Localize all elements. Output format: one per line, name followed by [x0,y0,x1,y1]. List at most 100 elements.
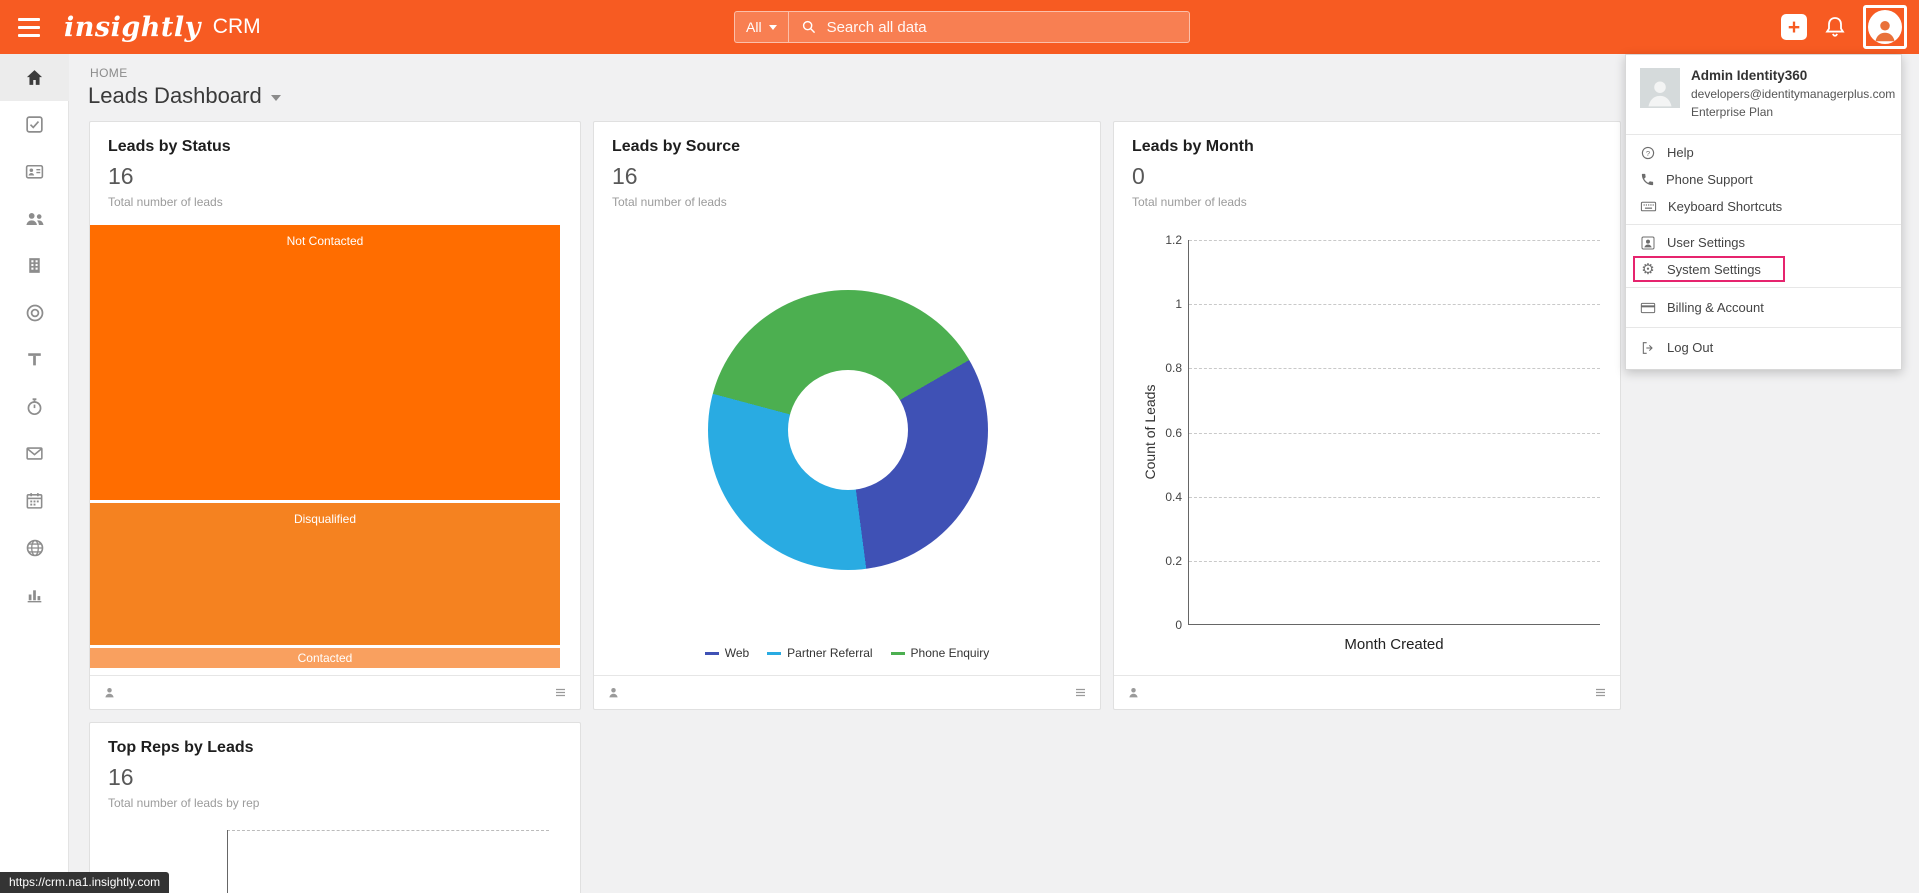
home-icon [26,70,43,85]
segment-label: Disqualified [293,512,357,526]
card-title: Leads by Source [612,138,741,155]
insightly-logo: insightly [64,11,201,43]
status-treemap-chart: Not Contacted Disqualified Contacted [90,225,560,668]
sidebar-item-leads[interactable] [0,195,69,242]
sidebar-item-emails[interactable] [0,430,69,477]
sidebar-item-reports[interactable] [0,571,69,618]
card-header: Top Reps by Leads 16 Total number of lea… [90,723,580,810]
user-settings-icon [1641,236,1655,249]
gridline [1189,433,1600,434]
card-header: Leads by Month 0 Total number of leads [1114,122,1620,209]
phone-icon [1641,173,1654,186]
treemap-segment-contacted[interactable]: Contacted [90,648,560,668]
profile-placeholder-avatar [1640,68,1680,108]
card-leads-by-month: Leads by Month 0 Total number of leads C… [1113,121,1621,710]
lead-count: 16 [108,764,134,790]
y-tick-label: 0.8 [1165,361,1182,375]
sidebar-item-milestones[interactable] [0,383,69,430]
breadcrumb: HOME [90,66,128,80]
menu-item-phone-support[interactable]: Phone Support [1626,166,1901,193]
gridline [1189,368,1600,369]
logout-icon [1642,341,1653,354]
projects-icon [28,353,41,366]
sidebar-item-projects[interactable] [0,336,69,383]
search-placeholder: Search all data [826,18,927,36]
globe-icon [26,539,43,556]
legend-label: Phone Enquiry [910,646,990,660]
owner-filter-icon[interactable] [1126,685,1141,700]
menu-item-system-settings[interactable]: ⚙ System Settings [1626,256,1901,283]
list-view-icon[interactable] [553,685,568,700]
profile-email: developers@identitymanagerplus.com [1691,87,1896,101]
menu-item-help[interactable]: ? Help [1626,139,1901,166]
legend-item-partner-referral[interactable]: Partner Referral [767,646,873,660]
legend-item-web[interactable]: Web [704,646,750,660]
email-icon [26,447,43,460]
menu-item-billing-account[interactable]: Billing & Account [1626,292,1901,323]
notifications-bell-icon[interactable] [1823,15,1847,39]
menu-item-user-settings[interactable]: User Settings [1626,229,1901,256]
sidebar-item-calendar[interactable] [0,477,69,524]
source-donut-chart[interactable] [708,290,988,570]
legend-item-phone-enquiry[interactable]: Phone Enquiry [890,646,990,660]
lead-count: 16 [612,163,638,189]
sidebar-item-home[interactable] [0,54,69,101]
help-icon: ? [1641,146,1655,159]
owner-filter-icon[interactable] [102,685,117,700]
lead-count: 0 [1132,163,1145,189]
organizations-icon [29,258,40,273]
card-header: Leads by Status 16 Total number of leads [90,122,580,209]
menu-item-label: Log Out [1667,340,1714,355]
sidebar-item-opportunities[interactable] [0,289,69,336]
card-header: Leads by Source 16 Total number of leads [594,122,1100,209]
global-search-bar: All Search all data [734,11,1190,43]
card-subtitle: Total number of leads [108,195,223,209]
page-title: Leads Dashboard [88,83,262,108]
sidebar-item-social[interactable] [0,524,69,571]
sidebar-item-contacts[interactable] [0,148,69,195]
gridline [227,830,549,831]
person-icon [1648,81,1672,107]
y-tick-label: 0.4 [1165,490,1182,504]
treemap-segment-disqualified[interactable]: Disqualified [90,503,560,645]
chart-legend: Web Partner Referral Phone Enquiry [594,646,1100,660]
legend-label: Web [724,646,750,660]
legend-marker [890,651,905,655]
search-scope-dropdown[interactable]: All [735,12,789,42]
menu-item-label: System Settings [1667,262,1761,277]
billing-icon [1640,302,1656,313]
list-view-icon[interactable] [1073,685,1088,700]
menu-divider [1626,327,1901,328]
donut-hole [788,370,908,490]
left-nav-sidebar [0,54,69,893]
y-tick-label: 0.6 [1165,426,1182,440]
search-icon [802,20,815,34]
sidebar-item-organizations[interactable] [0,242,69,289]
menu-divider [1626,224,1901,225]
legend-marker [704,651,719,655]
list-view-icon[interactable] [1593,685,1608,700]
card-title: Leads by Status [108,138,231,155]
profile-avatar[interactable] [1868,10,1902,44]
dashboard-title-dropdown[interactable]: Leads Dashboard [88,83,281,109]
y-tick-label: 0.2 [1165,554,1182,568]
hamburger-menu-icon[interactable] [18,17,40,37]
profile-avatar-highlight-box [1863,5,1907,49]
chevron-down-icon [768,24,777,30]
treemap-segment-not-contacted[interactable]: Not Contacted [90,225,560,500]
contacts-icon [25,164,44,179]
card-footer [594,675,1100,709]
menu-item-keyboard-shortcuts[interactable]: Keyboard Shortcuts [1626,193,1901,220]
menu-item-log-out[interactable]: Log Out [1626,332,1901,363]
search-scope-label: All [746,19,762,35]
quick-add-icon[interactable]: + [1781,14,1807,40]
sidebar-item-tasks[interactable] [0,101,69,148]
segment-label: Not Contacted [286,234,364,248]
opportunities-icon [26,304,43,321]
owner-filter-icon[interactable] [606,685,621,700]
search-input[interactable]: Search all data [789,12,1189,42]
leads-icon [25,212,43,225]
legend-marker [767,651,782,655]
card-title: Leads by Month [1132,138,1254,155]
